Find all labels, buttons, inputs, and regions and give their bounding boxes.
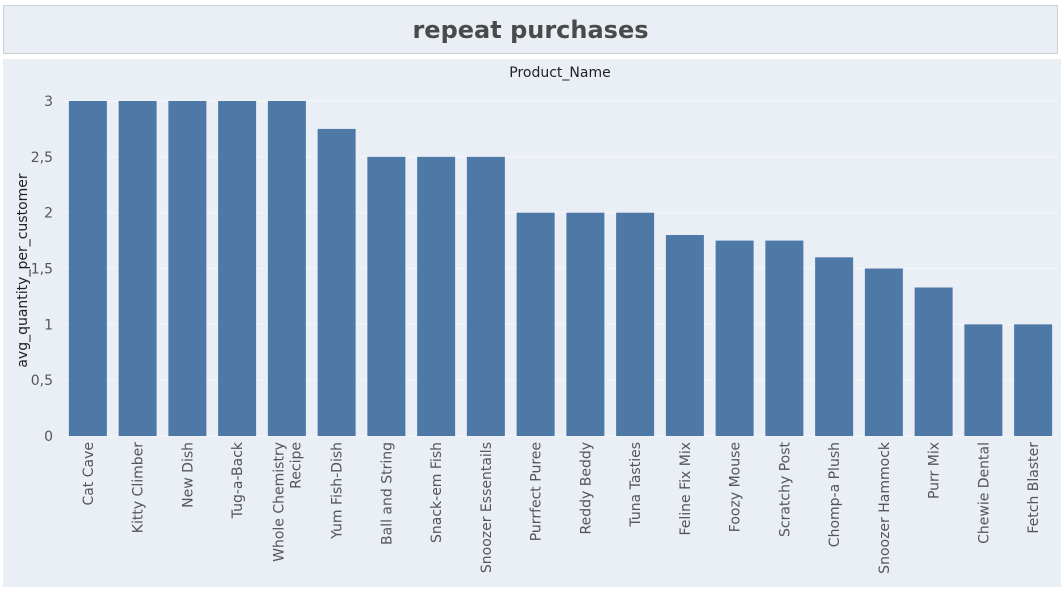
x-tick-label: Tuna Tasties	[628, 442, 644, 528]
x-tick-label: Ball and String	[379, 442, 395, 545]
bar	[715, 240, 754, 436]
x-tick-label: Whole Chemistry	[271, 442, 287, 562]
bar	[317, 128, 356, 436]
y-tick-label: 2,5	[31, 150, 53, 166]
x-tick-label: Purrfect Puree	[529, 442, 545, 541]
x-tick-label: Snack-em Fish	[429, 442, 445, 543]
bar	[815, 257, 854, 436]
bar	[914, 287, 953, 436]
x-tick-label: Kitty Climber	[131, 442, 147, 533]
y-tick-label: 1	[44, 317, 53, 333]
bar	[964, 324, 1003, 436]
x-tick-label: Tug-a-Back	[230, 441, 246, 519]
x-tick-label: Yum Fish-Dish	[330, 442, 346, 540]
bar	[765, 240, 804, 436]
bar	[466, 156, 505, 436]
chart-panel: Product_Name avg_quantity_per_customer 0 0,…	[3, 59, 1061, 587]
bar	[68, 101, 107, 436]
title-panel: repeat purchases	[3, 5, 1058, 54]
chart-title: repeat purchases	[412, 15, 649, 44]
x-tick-label: Chewie Dental	[976, 442, 992, 544]
bar	[1014, 324, 1053, 436]
x-axis-title: Product_Name	[509, 65, 610, 81]
bar	[367, 156, 406, 436]
bar	[566, 212, 605, 436]
bar	[616, 212, 655, 436]
bar	[864, 268, 903, 436]
bar	[417, 156, 456, 436]
bar	[516, 212, 555, 436]
bar	[267, 101, 306, 436]
y-tick-label: 0	[44, 429, 53, 445]
y-axis-title: avg_quantity_per_customer	[15, 173, 31, 368]
bar	[218, 101, 257, 436]
x-tick-label: Chomp-a Plush	[827, 442, 843, 547]
y-tick-label: 3	[44, 94, 53, 110]
bar	[665, 235, 704, 436]
x-tick-label: Foozy Mouse	[728, 442, 744, 532]
x-tick-label: New Dish	[180, 442, 196, 508]
x-tick-label: Snoozer Hammock	[877, 441, 893, 574]
y-tick-label: 0,5	[31, 373, 53, 389]
x-tick-label: Fetch Blaster	[1026, 442, 1042, 534]
x-tick-label: Feline Fix Mix	[678, 442, 694, 536]
x-tick-label: Reddy Beddy	[578, 442, 594, 535]
y-tick-label: 2	[44, 206, 53, 222]
bar	[118, 101, 157, 436]
y-tick-label: 1,5	[31, 262, 53, 278]
bar-chart: Product_Name avg_quantity_per_customer 0 0,…	[15, 65, 1058, 574]
x-tick-label: Purr Mix	[927, 442, 943, 499]
x-tick-label: Scratchy Post	[777, 441, 793, 537]
x-tick-label: Cat Cave	[81, 442, 97, 506]
x-tick-label: Snoozer Essentails	[479, 442, 495, 573]
x-tick-label: Recipe	[288, 442, 304, 489]
bar	[168, 101, 207, 436]
